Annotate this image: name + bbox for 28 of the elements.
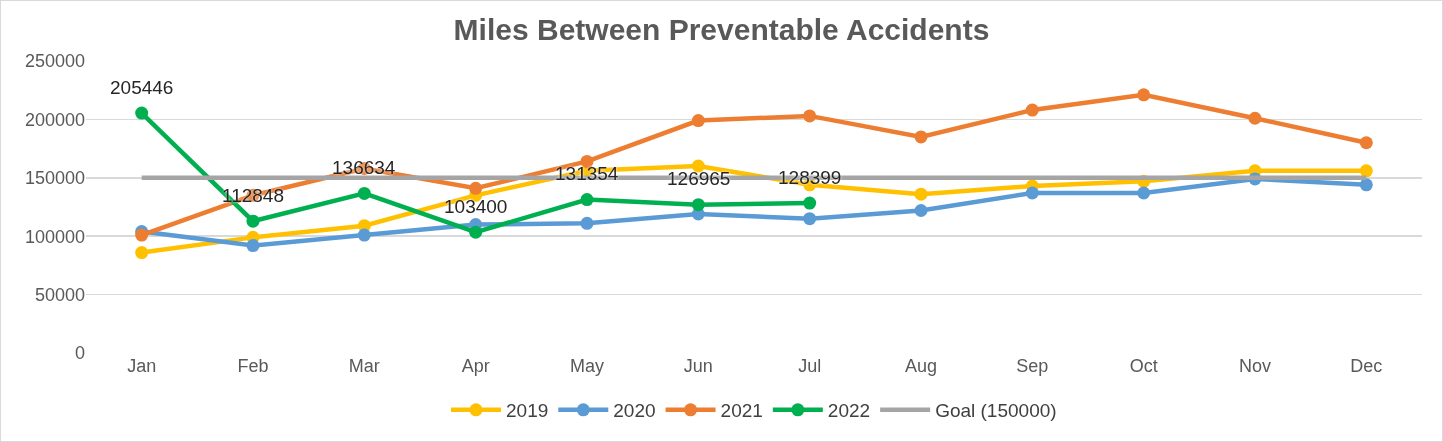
y-tick-label: 200000 xyxy=(24,109,85,130)
y-tick-label: 50000 xyxy=(34,284,85,305)
y-tick-label: 0 xyxy=(74,343,85,364)
legend-label: 2022 xyxy=(827,400,871,422)
x-tick-label: Feb xyxy=(237,356,269,376)
x-tick-label: Dec xyxy=(1350,356,1383,376)
x-tick-label: Jul xyxy=(798,356,822,376)
legend-label: 2021 xyxy=(720,400,763,422)
x-tick-label: Jan xyxy=(127,356,157,376)
x-tick-label: Nov xyxy=(1238,356,1272,376)
data-label: 205446 xyxy=(110,77,174,98)
y-tick-label: 150000 xyxy=(24,168,85,189)
legend-label: 2020 xyxy=(613,400,656,422)
data-label: 126965 xyxy=(667,168,731,189)
x-tick-label: Oct xyxy=(1129,356,1158,376)
legend-label: 2019 xyxy=(506,400,549,422)
x-tick-label: May xyxy=(569,356,605,376)
x-tick-label: Jun xyxy=(683,356,713,376)
x-tick-label: Apr xyxy=(461,356,490,376)
x-tick-label: Mar xyxy=(348,356,380,376)
y-tick-label: 100000 xyxy=(24,226,85,247)
chart-title: Miles Between Preventable Accidents xyxy=(453,12,990,46)
data-label: 103400 xyxy=(444,196,508,217)
x-tick-label: Sep xyxy=(1016,356,1049,376)
legend-label: Goal (150000) xyxy=(935,400,1057,422)
x-tick-label: Aug xyxy=(904,356,938,376)
y-tick-label: 250000 xyxy=(24,51,85,72)
data-label: 128399 xyxy=(778,167,842,188)
